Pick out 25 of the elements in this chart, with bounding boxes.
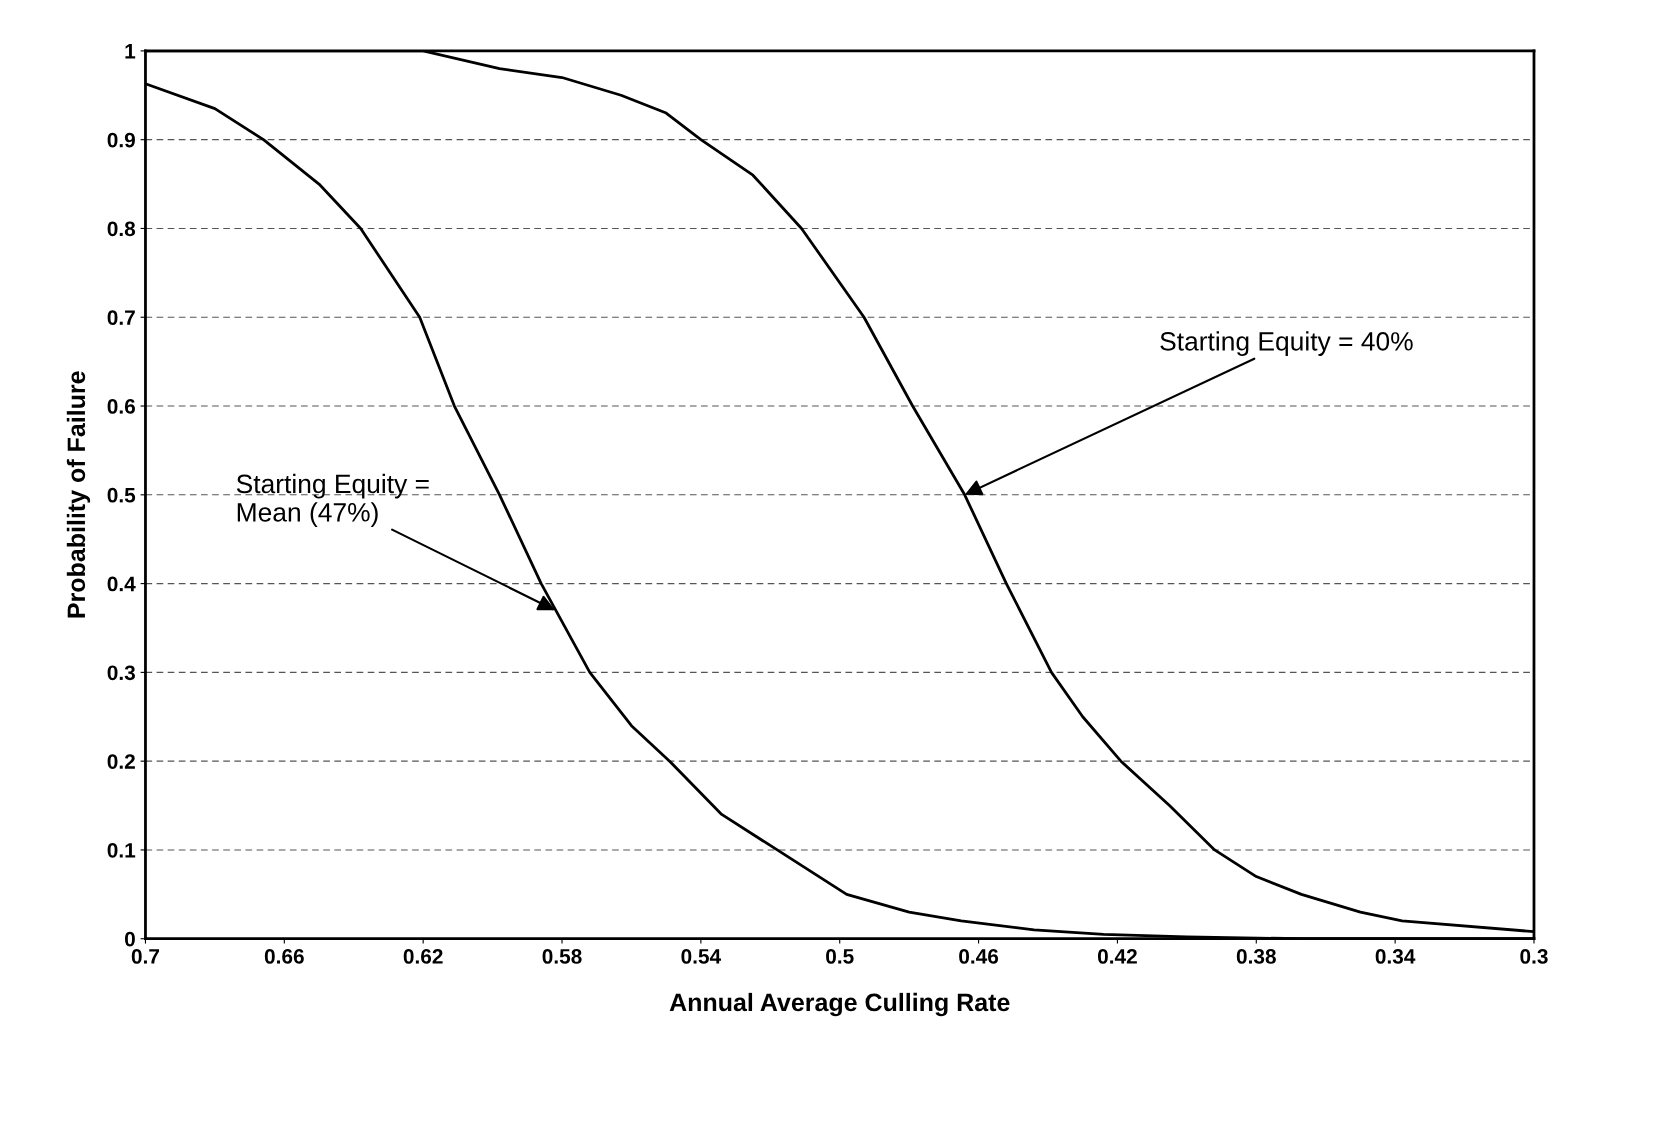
y-tick-label: 0 [124, 931, 135, 947]
y-tick-label: 0.8 [107, 221, 136, 237]
x-tick-label: 0.3 [1520, 949, 1548, 964]
annotation: Starting Equity = 40% [1160, 331, 1413, 356]
x-tick-label: 0.46 [959, 949, 999, 964]
y-tick-label: 0.2 [107, 754, 135, 769]
annotation: Starting Equity = Mean (47%) [236, 473, 429, 527]
x-axis-title: Annual Average Culling Rate [669, 992, 1010, 1017]
x-tick-label: 0.5 [826, 949, 854, 964]
y-tick-label: 0.1 [107, 842, 136, 858]
y-tick-label: 0.6 [107, 399, 135, 414]
y-tick-label: 0.3 [107, 665, 135, 681]
x-tick-label: 0.54 [681, 949, 722, 964]
x-tick-label: 0.38 [1236, 949, 1276, 964]
y-axis-title: Probability of Failure [66, 371, 91, 618]
x-tick-label: 0.58 [542, 949, 582, 964]
y-tick-label: 0.9 [107, 132, 135, 148]
y-tick-label: 0.4 [107, 576, 136, 592]
x-tick-label: 0.62 [403, 949, 443, 964]
y-tick-label: 1 [125, 44, 136, 59]
y-tick-label: 0.7 [107, 310, 135, 325]
y-tick-label: 0.5 [107, 487, 136, 503]
x-tick-label: 0.42 [1097, 949, 1137, 964]
x-tick-label: 0.34 [1375, 949, 1416, 964]
x-tick-label: 0.66 [264, 949, 304, 964]
